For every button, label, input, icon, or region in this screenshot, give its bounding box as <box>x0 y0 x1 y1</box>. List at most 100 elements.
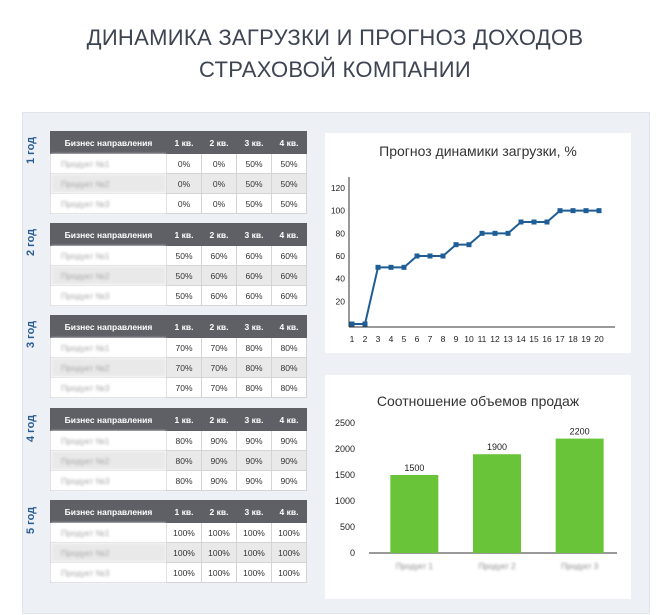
product-name-cell: Продукт №2 <box>50 450 167 471</box>
table-row: Продукт №1 70% 70% 80% 80% <box>50 337 307 358</box>
quarter-value-cell: 90% <box>236 470 272 491</box>
content-panel: 1 год Бизнес направления 1 кв. 2 кв. 3 кв. 4 … <box>22 112 650 614</box>
header-quarter: 1 кв. <box>166 408 202 431</box>
header-quarter: 1 кв. <box>166 315 202 338</box>
quarter-value-cell: 100% <box>166 562 202 583</box>
quarter-value-cell: 100% <box>271 522 307 543</box>
header-business-line: Бизнес направления <box>50 500 167 523</box>
quarter-value-cell: 80% <box>236 357 272 378</box>
sales-bar <box>473 454 521 553</box>
quarter-value-cell: 50% <box>166 265 202 286</box>
quarter-value-cell: 50% <box>166 285 202 306</box>
quarter-value-cell: 80% <box>166 450 202 471</box>
header-quarter: 1 кв. <box>166 131 202 154</box>
category-label: Продукт 3 <box>561 562 599 571</box>
quarterly-load-table: Бизнес направления 1 кв. 2 кв. 3 кв. 4 кв. Пр… <box>50 408 307 491</box>
quarter-value-cell: 70% <box>201 377 237 398</box>
quarter-value-cell: 90% <box>236 450 272 471</box>
x-tick-label: 8 <box>441 334 446 344</box>
load-data-point <box>440 253 446 259</box>
quarter-value-cell: 90% <box>201 430 237 451</box>
x-tick-label: 15 <box>529 334 539 344</box>
bar-value-label: 1900 <box>487 442 507 452</box>
quarter-value-cell: 60% <box>271 285 307 306</box>
load-data-point <box>518 219 524 225</box>
product-name-cell: Продукт №2 <box>50 173 167 194</box>
y-tick-label: 0 <box>350 548 355 558</box>
quarterly-load-table: Бизнес направления 1 кв. 2 кв. 3 кв. 4 кв. Пр… <box>50 223 307 306</box>
x-tick-label: 9 <box>454 334 459 344</box>
product-name-cell: Продукт №2 <box>50 542 167 563</box>
x-tick-label: 11 <box>478 334 487 344</box>
header-business-line: Бизнес направления <box>50 223 167 246</box>
table-row: Продукт №3 80% 90% 90% 90% <box>50 470 307 491</box>
table-row: Продукт №2 100% 100% 100% 100% <box>50 542 307 563</box>
quarter-value-cell: 50% <box>236 153 272 174</box>
quarter-value-cell: 0% <box>166 153 202 174</box>
y-tick-label: 2000 <box>335 444 355 454</box>
table-row: Продукт №2 70% 70% 80% 80% <box>50 357 307 378</box>
category-label: Продукт 1 <box>396 562 434 571</box>
line-chart-panel: Прогноз динамики загрузки, % 20 40 60 80 100… <box>325 133 631 353</box>
quarterly-load-table: Бизнес направления 1 кв. 2 кв. 3 кв. 4 кв. Пр… <box>50 500 307 583</box>
product-name-cell: Продукт №3 <box>50 562 167 583</box>
x-tick-label: 4 <box>389 334 394 344</box>
load-data-point <box>479 230 485 236</box>
quarter-value-cell: 50% <box>236 173 272 194</box>
header-quarter: 3 кв. <box>236 131 272 154</box>
load-data-point <box>401 264 407 270</box>
table-header-row: Бизнес направления 1 кв. 2 кв. 3 кв. 4 кв. <box>50 223 307 246</box>
table-row: Продукт №2 80% 90% 90% 90% <box>50 450 307 471</box>
quarter-value-cell: 100% <box>201 562 237 583</box>
header-business-line: Бизнес направления <box>50 131 167 154</box>
page-title: ДИНАМИКА ЗАГРУЗКИ И ПРОГНОЗ ДОХОДОВ СТРА… <box>0 22 670 86</box>
product-name-cell: Продукт №1 <box>50 522 167 543</box>
header-quarter: 4 кв. <box>271 223 307 246</box>
quarter-value-cell: 70% <box>166 377 202 398</box>
quarter-value-cell: 90% <box>271 430 307 451</box>
quarter-value-cell: 50% <box>271 153 307 174</box>
x-tick-label: 3 <box>376 334 381 344</box>
page-title-line2: СТРАХОВОЙ КОМПАНИИ <box>199 57 471 82</box>
year-label: 1 год <box>25 136 37 164</box>
header-quarter: 1 кв. <box>166 223 202 246</box>
x-tick-label: 14 <box>516 334 526 344</box>
header-quarter: 4 кв. <box>271 408 307 431</box>
table-row: Продукт №3 100% 100% 100% 100% <box>50 562 307 583</box>
header-quarter: 4 кв. <box>271 500 307 523</box>
product-name-cell: Продукт №3 <box>50 377 167 398</box>
quarter-value-cell: 0% <box>201 173 237 194</box>
table-row: Продукт №1 80% 90% 90% 90% <box>50 430 307 451</box>
y-tick-label: 500 <box>340 522 355 532</box>
x-tick-label: 20 <box>594 334 604 344</box>
quarter-value-cell: 100% <box>166 542 202 563</box>
x-tick-label: 2 <box>363 334 368 344</box>
y-tick-label: 120 <box>331 183 345 193</box>
quarter-value-cell: 80% <box>271 337 307 358</box>
quarter-value-cell: 80% <box>236 337 272 358</box>
quarter-value-cell: 90% <box>201 470 237 491</box>
load-data-point <box>349 321 355 327</box>
y-tick-label: 40 <box>336 274 346 284</box>
table-row: Продукт №1 0% 0% 50% 50% <box>50 153 307 174</box>
header-quarter: 1 кв. <box>166 500 202 523</box>
table-row: Продукт №1 50% 60% 60% 60% <box>50 245 307 266</box>
load-data-point <box>466 242 472 248</box>
bar-value-label: 1500 <box>404 463 424 473</box>
quarter-value-cell: 80% <box>271 377 307 398</box>
y-tick-label: 1500 <box>335 470 355 480</box>
quarter-value-cell: 60% <box>236 245 272 266</box>
quarter-value-cell: 50% <box>271 193 307 214</box>
header-quarter: 3 кв. <box>236 408 272 431</box>
table-row: Продукт №3 70% 70% 80% 80% <box>50 377 307 398</box>
year-label: 5 год <box>25 506 37 534</box>
load-data-point <box>596 208 602 214</box>
load-data-point <box>375 264 381 270</box>
quarter-value-cell: 60% <box>201 265 237 286</box>
quarter-value-cell: 80% <box>236 377 272 398</box>
quarter-value-cell: 100% <box>201 542 237 563</box>
header-quarter: 2 кв. <box>201 500 237 523</box>
header-quarter: 4 кв. <box>271 131 307 154</box>
product-name-cell: Продукт №3 <box>50 470 167 491</box>
table-header-row: Бизнес направления 1 кв. 2 кв. 3 кв. 4 кв. <box>50 131 307 154</box>
